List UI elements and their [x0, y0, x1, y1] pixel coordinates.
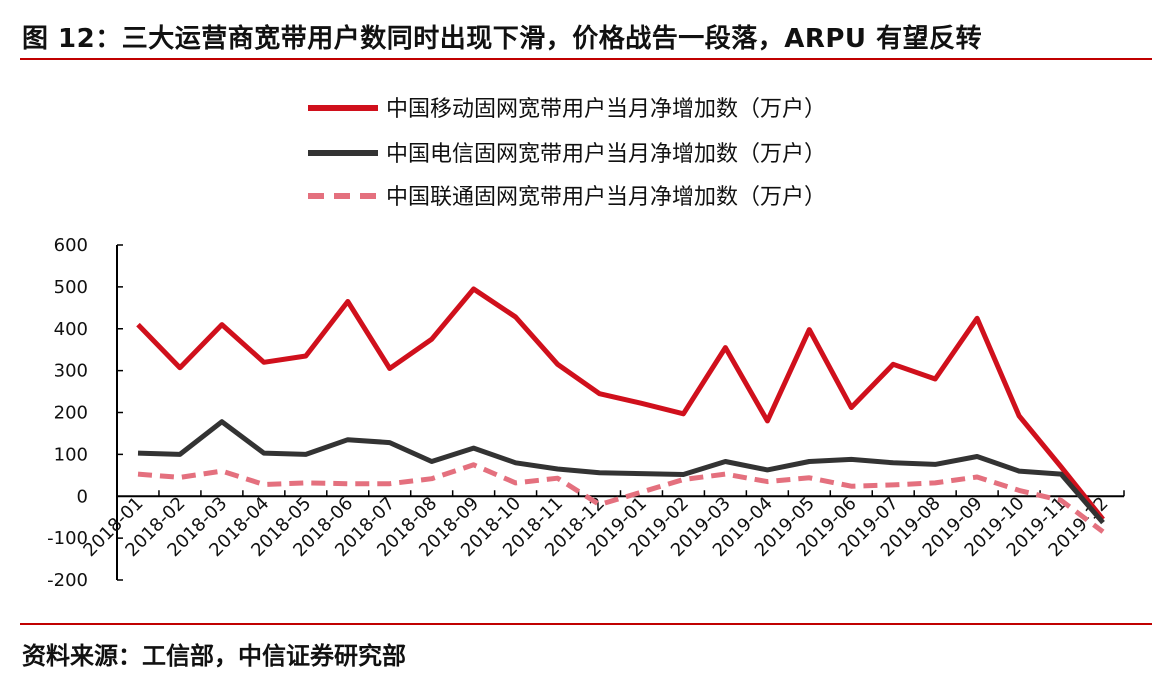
- figure-title: 图 12：三大运营商宽带用户数同时出现下滑，价格战告一段落，ARPU 有望反转: [22, 24, 983, 54]
- source-divider: [20, 623, 1152, 625]
- series-line-1: [136, 286, 1105, 521]
- series-lines: [136, 286, 1105, 534]
- legend-label-2: 中国电信固网宽带用户当月净增加数（万户）: [386, 142, 826, 167]
- legend-label-3: 中国联通固网宽带用户当月净增加数（万户）: [386, 185, 826, 210]
- y-tick-label: -100: [47, 528, 88, 549]
- y-tick-label: 400: [54, 319, 88, 340]
- y-tick-label: 500: [54, 277, 88, 298]
- source-note: 资料来源：工信部，中信证券研究部: [22, 642, 406, 670]
- title-underline: [20, 58, 1152, 60]
- y-tick-label: -200: [47, 570, 88, 591]
- line-chart: 中国移动固网宽带用户当月净增加数（万户） 中国电信固网宽带用户当月净增加数（万户）…: [47, 97, 1125, 591]
- series-line-2: [137, 419, 1105, 525]
- y-tick-label: 100: [54, 444, 88, 465]
- legend: 中国移动固网宽带用户当月净增加数（万户） 中国电信固网宽带用户当月净增加数（万户）…: [308, 97, 826, 210]
- y-tick-label: 200: [54, 403, 88, 424]
- y-tick-label: 0: [77, 486, 88, 507]
- legend-label-1: 中国移动固网宽带用户当月净增加数（万户）: [386, 97, 826, 122]
- series-line-3: [137, 462, 1105, 534]
- y-tick-label: 600: [54, 235, 88, 256]
- y-tick-label: 300: [54, 361, 88, 382]
- axes: 6005004003002001000-100-2002018-012018-0…: [47, 235, 1125, 591]
